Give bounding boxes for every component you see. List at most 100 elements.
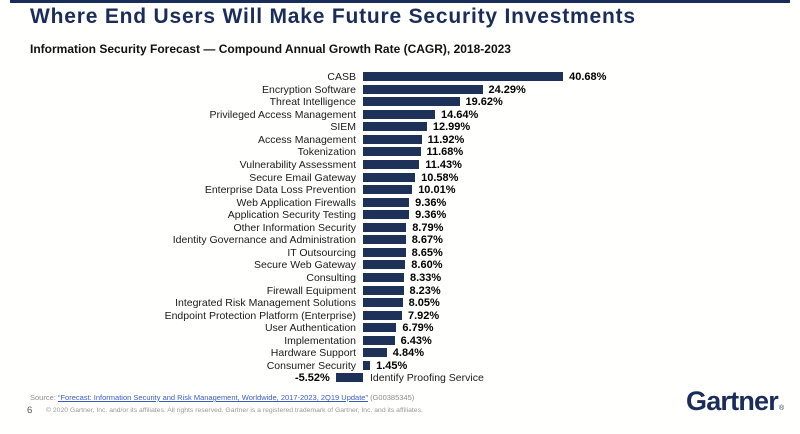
- bar: [363, 72, 564, 81]
- bar-row: SIEM 12.99%: [0, 121, 800, 133]
- bar: [363, 147, 421, 157]
- page-number: 6: [27, 405, 33, 416]
- source-prefix: Source:: [30, 393, 56, 402]
- bar-value-label: 14.64%: [441, 108, 479, 121]
- bar-category-label: Tokenization: [297, 146, 356, 159]
- gartner-logo-text: Gartner: [686, 386, 779, 416]
- bar: [363, 185, 413, 194]
- bar-category-label: Access Management: [257, 133, 356, 146]
- bar-row: Implementation 6.43%: [0, 335, 800, 347]
- bar-row: Hardware Support 4.84%: [0, 347, 800, 359]
- bar-category-label: Endpoint Protection Platform (Enterprise…: [164, 309, 356, 322]
- bar-row: Enterprise Data Loss Prevention 10.01%: [0, 184, 800, 196]
- bar-category-label: Privileged Access Management: [209, 108, 357, 121]
- bar: [363, 109, 435, 119]
- bar: [363, 97, 460, 107]
- bar-value-label: 6.79%: [402, 322, 434, 335]
- bar-value-label: 8.60%: [411, 259, 443, 272]
- bar-value-label: 11.68%: [426, 146, 464, 159]
- bar-category-label: Web Application Firewalls: [236, 196, 356, 209]
- bar-row: Encryption Software 24.29%: [0, 84, 800, 96]
- bar: [363, 310, 402, 320]
- bar-value-label: 8.23%: [409, 284, 441, 297]
- bar-value-label: 8.67%: [411, 234, 443, 247]
- bar-row: IT Outsourcing 8.65%: [0, 247, 800, 259]
- bar-value-label: 7.92%: [408, 309, 440, 322]
- bar-value-label: 40.68%: [569, 71, 607, 83]
- bar-category-label: Identity Governance and Administration: [172, 234, 356, 247]
- page-title: Where End Users Will Make Future Securit…: [30, 5, 636, 28]
- source-line: Source: “Forecast: Information Security …: [30, 393, 414, 402]
- bar-category-label: CASB: [327, 71, 356, 83]
- copyright-text: © 2020 Gartner, Inc. and/or its affiliat…: [46, 407, 423, 414]
- bar-row: Consulting 8.33%: [0, 272, 800, 284]
- bar-category-label: Hardware Support: [270, 347, 356, 360]
- bar-category-label: Secure Email Gateway: [249, 171, 356, 184]
- bar-row: Application Security Testing 9.36%: [0, 209, 800, 221]
- page-subtitle: Information Security Forecast — Compound…: [30, 42, 511, 56]
- bar-value-label: 24.29%: [488, 83, 526, 96]
- bar: [363, 159, 420, 169]
- bar: [335, 373, 363, 383]
- bar: [363, 285, 404, 295]
- bar-value-label: 8.65%: [411, 246, 443, 259]
- bar-row: Tokenization 11.68%: [0, 146, 800, 158]
- bar-value-label: 8.79%: [412, 221, 444, 234]
- bar-category-label: Consumer Security: [266, 359, 356, 372]
- bar-row: Consumer Security 1.45%: [0, 360, 800, 372]
- bar: [363, 260, 406, 270]
- registered-trademark-icon: ®: [778, 405, 785, 412]
- bar-row: Firewall Equipment 8.23%: [0, 285, 800, 297]
- bar: [363, 210, 410, 220]
- bar-row: Vulnerability Assessment 11.43%: [0, 159, 800, 171]
- bar-value-label: 9.36%: [415, 209, 447, 222]
- bar: [363, 247, 406, 257]
- bar-row: Integrated Risk Management Solutions 8.05…: [0, 297, 800, 309]
- bar-value-label: 4.84%: [392, 347, 424, 360]
- bar-category-label: Firewall Equipment: [266, 284, 356, 297]
- bar-category-label: IT Outsourcing: [287, 246, 356, 259]
- gartner-logo: Gartner®: [686, 386, 785, 417]
- bar: [363, 235, 406, 245]
- bar-value-label: 10.58%: [421, 171, 459, 184]
- bar-category-label: Enterprise Data Loss Prevention: [204, 184, 356, 196]
- bar-row: Access Management 11.92%: [0, 134, 800, 146]
- bar-value-label: -5.52%: [294, 372, 330, 385]
- bar-category-label: Secure Web Gateway: [254, 259, 356, 272]
- source-doc-id: (G00385345): [370, 393, 415, 402]
- bar-value-label: 9.36%: [415, 196, 447, 209]
- bar: [363, 134, 422, 144]
- bar-category-label: Encryption Software: [262, 83, 356, 96]
- bar-row: Threat Intelligence 19.62%: [0, 96, 800, 108]
- bar: [363, 84, 483, 94]
- bar-row: Other Information Security 8.79%: [0, 222, 800, 234]
- bar-value-label: 1.45%: [376, 359, 408, 372]
- bar: [363, 360, 371, 370]
- bar-category-label: Vulnerability Assessment: [239, 158, 356, 171]
- bar-row: Secure Email Gateway 10.58%: [0, 172, 800, 184]
- bar-value-label: 10.01%: [418, 184, 456, 196]
- bar: [363, 172, 416, 182]
- bar-row: User Authentication 6.79%: [0, 322, 800, 334]
- bar: [363, 197, 410, 207]
- bar-category-label: Implementation: [284, 334, 356, 347]
- bar-category-label: User Authentication: [264, 322, 356, 335]
- bar-value-label: 19.62%: [465, 96, 503, 109]
- bar-category-label: SIEM: [330, 121, 356, 134]
- bar-row: Identity Governance and Administration 8.…: [0, 234, 800, 246]
- bar-category-label: Other Information Security: [233, 221, 356, 234]
- bar-value-label: 6.43%: [400, 334, 432, 347]
- bar-row: Endpoint Protection Platform (Enterprise…: [0, 310, 800, 322]
- bar-value-label: 8.33%: [410, 272, 442, 284]
- bar-category-label: Integrated Risk Management Solutions: [175, 297, 356, 310]
- bar-category-label: Consulting: [306, 272, 356, 284]
- source-link[interactable]: “Forecast: Information Security and Risk…: [57, 393, 368, 402]
- bar-value-label: 11.92%: [427, 133, 465, 146]
- bar-chart: CASB 40.68% Encryption Software 24.29% Threa…: [0, 71, 800, 387]
- bar: [363, 273, 404, 282]
- bar-category-label: Application Security Testing: [227, 209, 356, 222]
- bar-value-label: 11.43%: [425, 158, 462, 171]
- bar: [363, 122, 427, 132]
- bar: [363, 323, 397, 333]
